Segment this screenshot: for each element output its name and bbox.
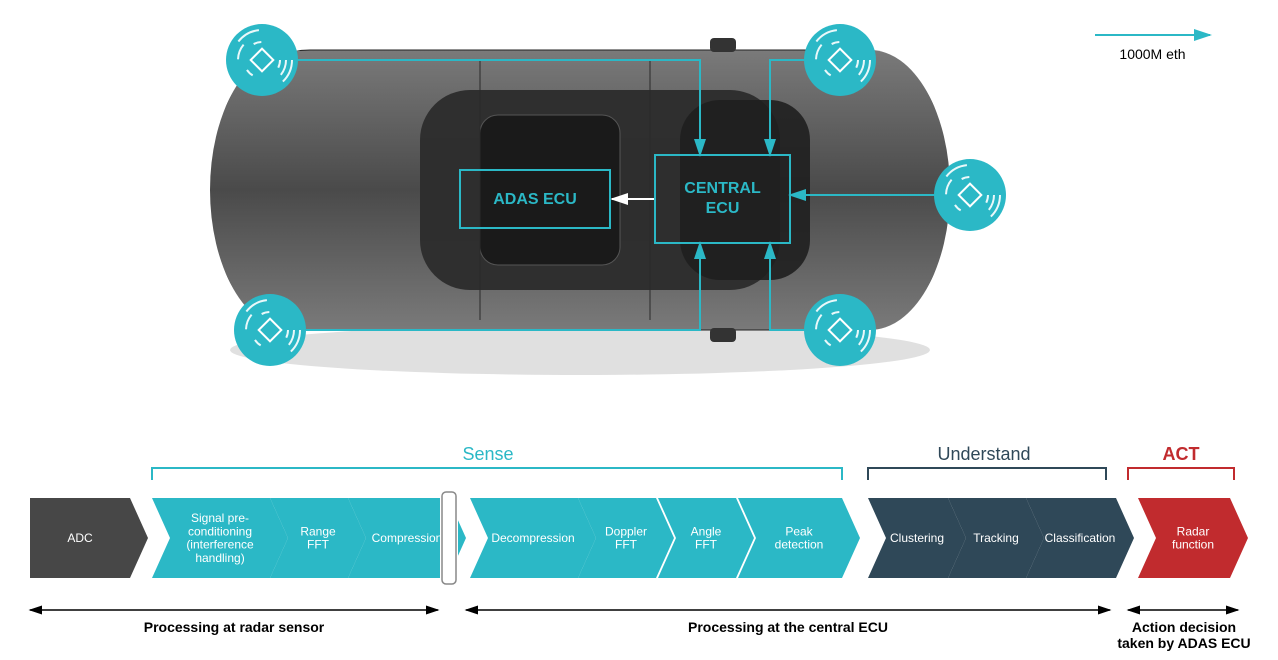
footer-label: Processing at the central ECU [688,619,888,635]
svg-text:CENTRAL: CENTRAL [684,180,761,197]
section-bracket [1128,468,1234,480]
pipeline-block-label: Signal pre-conditioning(interferencehand… [186,511,254,565]
radar-sensor-icon [226,24,298,96]
legend-label: 1000M eth [1119,46,1185,62]
pipeline-block-label: Tracking [973,531,1019,545]
section-header: Sense [462,444,513,464]
radar-sensor-icon [934,159,1006,231]
svg-text:ECU: ECU [706,200,740,217]
section-bracket [152,468,842,480]
pipeline-block-label: Clustering [890,531,944,545]
pipeline-break [442,492,456,584]
section-bracket [868,468,1106,480]
diagram-stage: ADAS ECU CENTRAL ECU 1000M eth Sense Understa… [0,0,1278,660]
pipeline-block-label: Decompression [491,531,574,545]
section-header: ACT [1163,444,1200,464]
footer-label: Processing at radar sensor [144,619,325,635]
section-header: Understand [937,444,1030,464]
radar-sensor-icon [804,24,876,96]
footer-label: Action decisiontaken by ADAS ECU [1117,619,1250,651]
pipeline-block-label: ADC [67,531,93,545]
radar-sensor-icon [234,294,306,366]
pipeline-block-label: Classification [1045,531,1116,545]
radar-sensor-icon [804,294,876,366]
svg-text:ADAS ECU: ADAS ECU [493,191,577,208]
pipeline-block-label: Radarfunction [1172,524,1214,551]
pipeline-block-label: Compression [372,531,443,545]
